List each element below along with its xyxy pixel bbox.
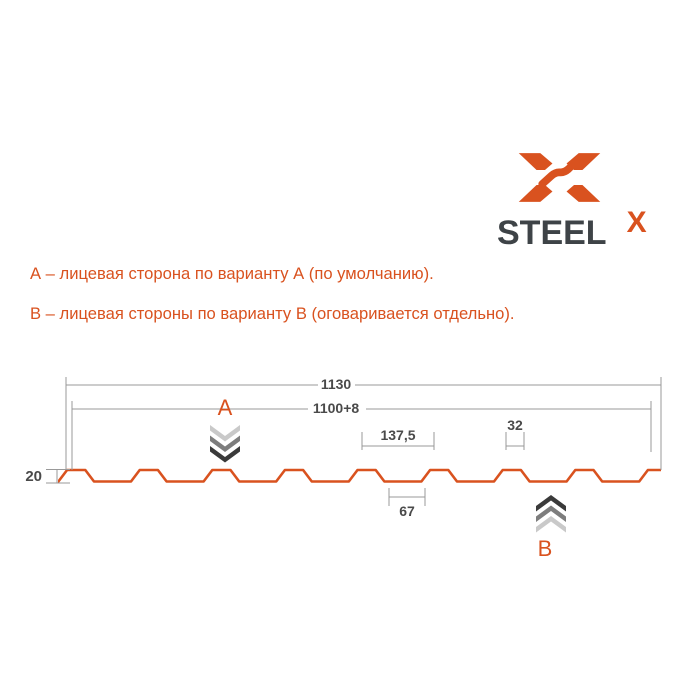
- svg-text:20: 20: [25, 468, 42, 485]
- svg-text:1130: 1130: [321, 376, 352, 392]
- svg-text:32: 32: [507, 417, 523, 433]
- svg-text:67: 67: [399, 503, 415, 519]
- svg-text:137,5: 137,5: [380, 427, 415, 443]
- svg-text:1100+8: 1100+8: [313, 400, 360, 416]
